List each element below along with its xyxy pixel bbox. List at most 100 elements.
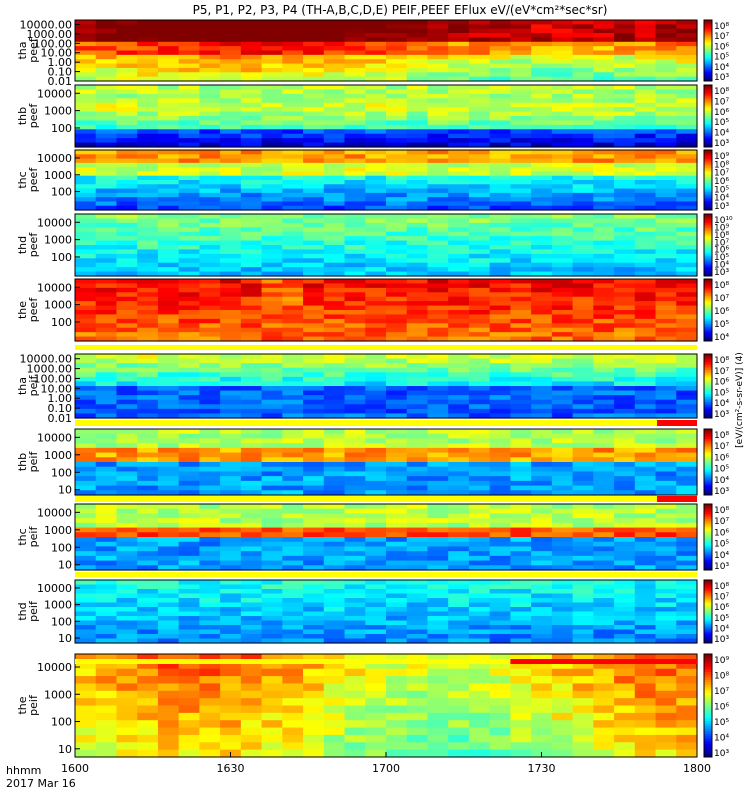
heatmap-cell: [406, 249, 429, 255]
heatmap-cell: [634, 654, 657, 662]
heatmap-cell: [75, 698, 97, 707]
heatmap-cell: [303, 72, 325, 78]
heatmap-cell: [220, 471, 242, 477]
heatmap-cell: [593, 167, 615, 173]
heatmap-cell: [510, 611, 532, 617]
heatmap-cell: [303, 551, 325, 557]
heatmap-cell: [220, 85, 242, 91]
heatmap-cell: [531, 271, 553, 277]
heatmap-cell: [572, 162, 594, 168]
heatmap-cell: [593, 76, 615, 82]
colorbar-segment: [704, 583, 712, 586]
heatmap-cell: [157, 292, 180, 298]
heatmap-cell: [551, 390, 574, 396]
heatmap-cell: [323, 381, 346, 387]
heatmap-cell: [614, 54, 636, 60]
heatmap-cell: [489, 107, 511, 113]
heatmap-cell: [489, 98, 511, 104]
heatmap-cell: [116, 611, 138, 617]
heatmap-cell: [386, 683, 408, 692]
heatmap-cell: [634, 154, 657, 160]
colorbar-segment: [704, 471, 712, 475]
heatmap-cell: [303, 102, 325, 108]
colorbar-segment: [704, 512, 712, 515]
heatmap-cell: [240, 381, 263, 387]
heatmap-cell: [157, 508, 180, 515]
heatmap-cell: [510, 283, 532, 289]
heatmap-cell: [572, 593, 594, 599]
heatmap-cell: [75, 607, 97, 613]
heatmap-cell: [655, 318, 677, 324]
heatmap-cell: [199, 654, 221, 662]
heatmap-cell: [137, 318, 159, 324]
heatmap-cell: [220, 28, 242, 34]
heatmap-cell: [406, 46, 429, 52]
heatmap-cell: [365, 85, 387, 91]
heatmap-cell: [137, 138, 159, 144]
heatmap-cell: [489, 129, 511, 135]
heatmap-cell: [406, 267, 429, 273]
heatmap-cell: [157, 253, 180, 259]
heatmap-cell: [655, 93, 677, 99]
heatmap-cell: [634, 742, 657, 751]
heatmap-cell: [676, 661, 698, 670]
heatmap-cell: [116, 399, 138, 405]
heatmap-cell: [448, 634, 470, 640]
heatmap-cell: [676, 20, 698, 25]
heatmap-cell: [551, 676, 574, 685]
heatmap-cell: [655, 111, 677, 117]
heatmap-cell: [386, 154, 408, 160]
heatmap-cell: [510, 390, 532, 396]
heatmap-cell: [448, 138, 470, 144]
colorbar-segment: [704, 50, 712, 53]
heatmap-cell: [137, 201, 159, 207]
heatmap-cell: [240, 429, 263, 435]
heatmap-cell: [323, 142, 346, 148]
heatmap-cell: [157, 705, 180, 714]
heatmap-cell: [676, 37, 698, 43]
heatmap-cell: [137, 236, 159, 242]
heatmap-cell: [655, 522, 677, 529]
heatmap-cell: [365, 457, 387, 463]
heatmap-cell: [427, 262, 449, 268]
heatmap-cell: [220, 171, 242, 177]
heatmap-cell: [303, 602, 325, 608]
heatmap-cell: [116, 253, 138, 259]
heatmap-cell: [157, 683, 180, 692]
heatmap-cell: [531, 85, 553, 91]
heatmap-cell: [634, 54, 657, 60]
heatmap-cell: [593, 638, 615, 644]
heatmap-cell: [468, 314, 491, 320]
heatmap-cell: [406, 116, 429, 122]
heatmap-cell: [510, 580, 532, 586]
heatmap-cell: [282, 107, 304, 113]
heatmap-cell: [344, 129, 366, 135]
heatmap-cell: [95, 314, 118, 320]
heatmap-cell: [614, 142, 636, 148]
heatmap-cell: [220, 175, 242, 181]
heatmap-cell: [178, 287, 200, 293]
heatmap-cell: [655, 620, 677, 626]
heatmap-cell: [344, 629, 366, 635]
heatmap-cell: [95, 607, 118, 613]
heatmap-cell: [510, 271, 532, 277]
heatmap-cell: [468, 429, 491, 435]
heatmap-cell: [614, 734, 636, 743]
heatmap-cell: [427, 683, 449, 692]
heatmap-cell: [614, 98, 636, 104]
heatmap-cell: [199, 376, 221, 383]
colorbar-segment: [704, 39, 712, 42]
heatmap-cell: [95, 205, 118, 211]
colorbar-segment: [704, 243, 712, 246]
heatmap-cell: [448, 443, 470, 449]
heatmap-cell: [178, 41, 200, 47]
heatmap-cell: [427, 175, 449, 181]
heatmap-cell: [634, 661, 657, 670]
heatmap-cell: [323, 336, 346, 342]
heatmap-cell: [75, 72, 97, 78]
heatmap-cell: [634, 607, 657, 613]
heatmap-cell: [365, 116, 387, 122]
heatmap-cell: [593, 214, 615, 220]
heatmap-cell: [344, 305, 366, 311]
heatmap-cell: [178, 245, 200, 251]
